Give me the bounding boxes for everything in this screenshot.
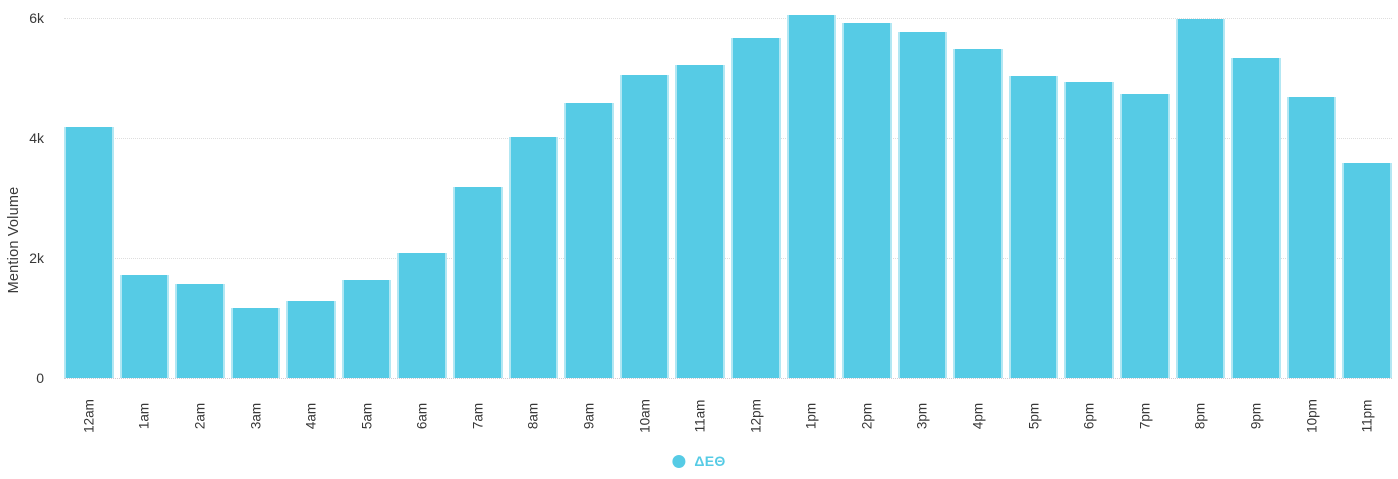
x-cell-9am: 9am (564, 378, 614, 454)
y-tick-label-0: 0 (36, 370, 44, 386)
x-cell-5am: 5am (342, 378, 392, 454)
bar-10pm[interactable] (1286, 96, 1337, 378)
x-cell-8am: 8am (509, 378, 559, 454)
bar-11am[interactable] (675, 64, 725, 378)
y-tick-label-6k: 6k (29, 10, 44, 26)
bar-6am[interactable] (397, 252, 448, 378)
x-tick-label-5am: 5am (359, 402, 375, 430)
x-cell-2pm: 2pm (842, 378, 892, 454)
plot-area (64, 0, 1392, 379)
x-cell-6pm: 6pm (1064, 378, 1114, 454)
legend-series-label: ΔΕΘ (694, 453, 726, 469)
x-tick-label-7am: 7am (470, 402, 486, 430)
x-tick-label-8pm: 8pm (1192, 402, 1208, 430)
x-tick-label-6am: 6am (414, 402, 430, 430)
x-tick-label-12pm: 12pm (748, 399, 764, 433)
x-cell-12pm: 12pm (731, 378, 781, 454)
x-cell-1am: 1am (120, 378, 170, 454)
bar-9pm[interactable] (1231, 57, 1281, 378)
gridline-0 (64, 378, 1392, 379)
x-tick-label-6pm: 6pm (1081, 402, 1097, 430)
x-cell-4am: 4am (286, 378, 336, 454)
bar-7am[interactable] (453, 186, 503, 378)
x-tick-label-7pm: 7pm (1137, 402, 1153, 430)
x-cell-5pm: 5pm (1009, 378, 1059, 454)
x-cell-7pm: 7pm (1120, 378, 1170, 454)
bar-5am[interactable] (341, 280, 392, 378)
legend-marker-icon (672, 454, 686, 468)
x-cell-12am: 12am (64, 378, 114, 454)
x-cell-6am: 6am (397, 378, 447, 454)
bar-4am[interactable] (286, 301, 336, 378)
bar-7pm[interactable] (1119, 94, 1170, 378)
legend[interactable]: ΔΕΘ (672, 453, 725, 469)
gridline-4k (64, 138, 1392, 139)
x-tick-label-4am: 4am (303, 402, 319, 430)
bar-11pm[interactable] (1342, 162, 1392, 378)
x-cell-3am: 3am (231, 378, 281, 454)
bar-8pm[interactable] (1175, 18, 1226, 378)
bar-2am[interactable] (175, 284, 225, 378)
x-cell-11am: 11am (675, 378, 725, 454)
bar-12am[interactable] (64, 127, 114, 378)
x-cell-3pm: 3pm (898, 378, 948, 454)
x-cell-4pm: 4pm (953, 378, 1003, 454)
y-tick-label-2k: 2k (29, 250, 44, 266)
x-tick-label-2am: 2am (192, 402, 208, 430)
bar-2pm[interactable] (842, 22, 892, 378)
x-axis-tick-labels: 12am 1am 2am 3am 4am 5am 6am 7am 8am 9am 10am 11am 1… (64, 378, 1392, 454)
bar-8am[interactable] (508, 136, 559, 378)
x-cell-10pm: 10pm (1287, 378, 1337, 454)
bar-series (64, 0, 1392, 378)
x-tick-label-11pm: 11pm (1359, 399, 1375, 433)
x-cell-9pm: 9pm (1231, 378, 1281, 454)
x-cell-11pm: 11pm (1342, 378, 1392, 454)
bar-4pm[interactable] (953, 49, 1003, 378)
x-cell-1pm: 1pm (787, 378, 837, 454)
y-axis-title: Mention Volume (6, 186, 22, 294)
x-tick-label-3pm: 3pm (914, 402, 930, 430)
x-cell-10am: 10am (620, 378, 670, 454)
x-tick-label-12am: 12am (81, 399, 97, 433)
gridline-6k (64, 18, 1392, 19)
bar-9am[interactable] (564, 102, 614, 378)
bar-5pm[interactable] (1008, 76, 1059, 378)
x-cell-2am: 2am (175, 378, 225, 454)
gridline-2k (64, 258, 1392, 259)
x-cell-7am: 7am (453, 378, 503, 454)
bar-10am[interactable] (619, 75, 670, 378)
x-tick-label-2pm: 2pm (859, 402, 875, 430)
x-tick-label-1am: 1am (136, 402, 152, 430)
x-tick-label-5pm: 5pm (1026, 402, 1042, 430)
bar-3am[interactable] (230, 308, 281, 378)
x-tick-label-3am: 3am (248, 402, 264, 430)
bar-6pm[interactable] (1064, 82, 1114, 378)
x-tick-label-9am: 9am (581, 402, 597, 430)
x-tick-label-11am: 11am (692, 399, 708, 433)
bar-3pm[interactable] (897, 32, 948, 378)
x-tick-label-10pm: 10pm (1304, 399, 1319, 433)
y-tick-label-4k: 4k (29, 130, 44, 146)
bar-12pm[interactable] (730, 37, 781, 378)
x-tick-label-1pm: 1pm (803, 402, 819, 430)
bar-1pm[interactable] (786, 15, 837, 378)
bar-1am[interactable] (119, 275, 170, 378)
x-tick-label-8am: 8am (525, 402, 541, 430)
x-cell-8pm: 8pm (1176, 378, 1226, 454)
x-tick-label-10am: 10am (637, 399, 653, 433)
x-tick-label-4pm: 4pm (970, 402, 986, 430)
x-tick-label-9pm: 9pm (1248, 402, 1264, 430)
